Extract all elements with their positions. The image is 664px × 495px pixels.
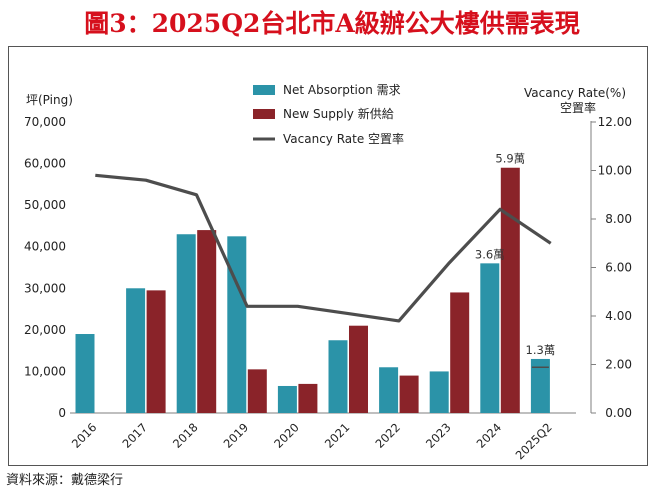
y-tick-label: 10,000 xyxy=(24,364,66,378)
legend-label-vacancy-rate: Vacancy Rate 空置率 xyxy=(283,131,404,146)
x-tick-label: 2021 xyxy=(322,420,353,451)
y-tick-label: 40,000 xyxy=(24,240,66,254)
x-tick-label: 2025Q2 xyxy=(513,420,555,462)
bar-new-supply-2023 xyxy=(450,292,470,413)
bar-net-absorption-2018 xyxy=(176,234,196,413)
bar-net-absorption-2024 xyxy=(480,263,500,413)
bar-net-absorption-2025Q2 xyxy=(530,358,550,413)
y2-tick-label: 0.00 xyxy=(605,406,632,420)
y-tick-label: 20,000 xyxy=(24,323,66,337)
bar-net-absorption-2017 xyxy=(126,288,146,413)
x-tick-label: 2024 xyxy=(474,420,505,451)
legend-label-net-absorption: Net Absorption 需求 xyxy=(283,83,401,97)
x-tick-label: 2019 xyxy=(221,420,252,451)
bar-net-absorption-2023 xyxy=(429,371,449,413)
y2-tick-label: 4.00 xyxy=(605,309,632,323)
y2-axis-title: Vacancy Rate(%) xyxy=(524,86,626,100)
y-tick-label: 70,000 xyxy=(24,115,66,129)
y-tick-label: 60,000 xyxy=(24,157,66,171)
bar-net-absorption-2022 xyxy=(379,367,399,413)
vacancy-rate-line xyxy=(95,173,552,323)
x-tick-label: 2017 xyxy=(119,420,150,451)
legend-swatch-net-absorption xyxy=(253,85,275,95)
chart-frame xyxy=(8,46,648,466)
data-label: 3.6萬 xyxy=(475,247,505,261)
y-axis-title: 坪(Ping) xyxy=(26,93,73,107)
y2-tick-label: 10.00 xyxy=(598,164,632,178)
y2-tick-label: 2.00 xyxy=(605,358,632,372)
x-tick-label: 2018 xyxy=(170,420,201,451)
bar-net-absorption-2021 xyxy=(328,340,348,413)
x-tick-label: 2016 xyxy=(69,420,100,451)
x-tick-label: 2020 xyxy=(271,420,302,451)
x-tick-label: 2023 xyxy=(423,420,454,451)
bar-new-supply-2019 xyxy=(247,369,267,413)
bar-new-supply-2018 xyxy=(197,230,217,413)
legend-label-new-supply: New Supply 新供給 xyxy=(283,106,394,121)
y-tick-label: 50,000 xyxy=(24,198,66,212)
y2-tick-label: 6.00 xyxy=(605,261,632,275)
bar-new-supply-2024 xyxy=(500,167,520,413)
bar-net-absorption-2016 xyxy=(75,334,95,413)
bar-net-absorption-2019 xyxy=(227,236,247,413)
source-note: 資料來源：戴德梁行 xyxy=(6,473,124,488)
bar-new-supply-2017 xyxy=(146,290,166,413)
y-tick-label: 0 xyxy=(58,406,66,420)
bar-new-supply-2022 xyxy=(399,375,419,413)
y2-axis-title-zh: 空置率 xyxy=(560,100,596,115)
x-tick-label: 2022 xyxy=(372,420,403,451)
y2-tick-label: 8.00 xyxy=(605,212,632,226)
y-tick-label: 30,000 xyxy=(24,281,66,295)
chart-title: 圖3：2025Q2台北市A級辦公大樓供需表現 xyxy=(84,9,580,38)
bar-net-absorption-2020 xyxy=(277,385,297,413)
bar-new-supply-2021 xyxy=(349,325,368,413)
data-label: 1.3萬 xyxy=(526,343,556,357)
legend-swatch-new-supply xyxy=(253,109,275,119)
bar-new-supply-2020 xyxy=(298,383,318,413)
data-label: 5.9萬 xyxy=(495,152,525,166)
y2-tick-label: 12.00 xyxy=(598,115,632,129)
